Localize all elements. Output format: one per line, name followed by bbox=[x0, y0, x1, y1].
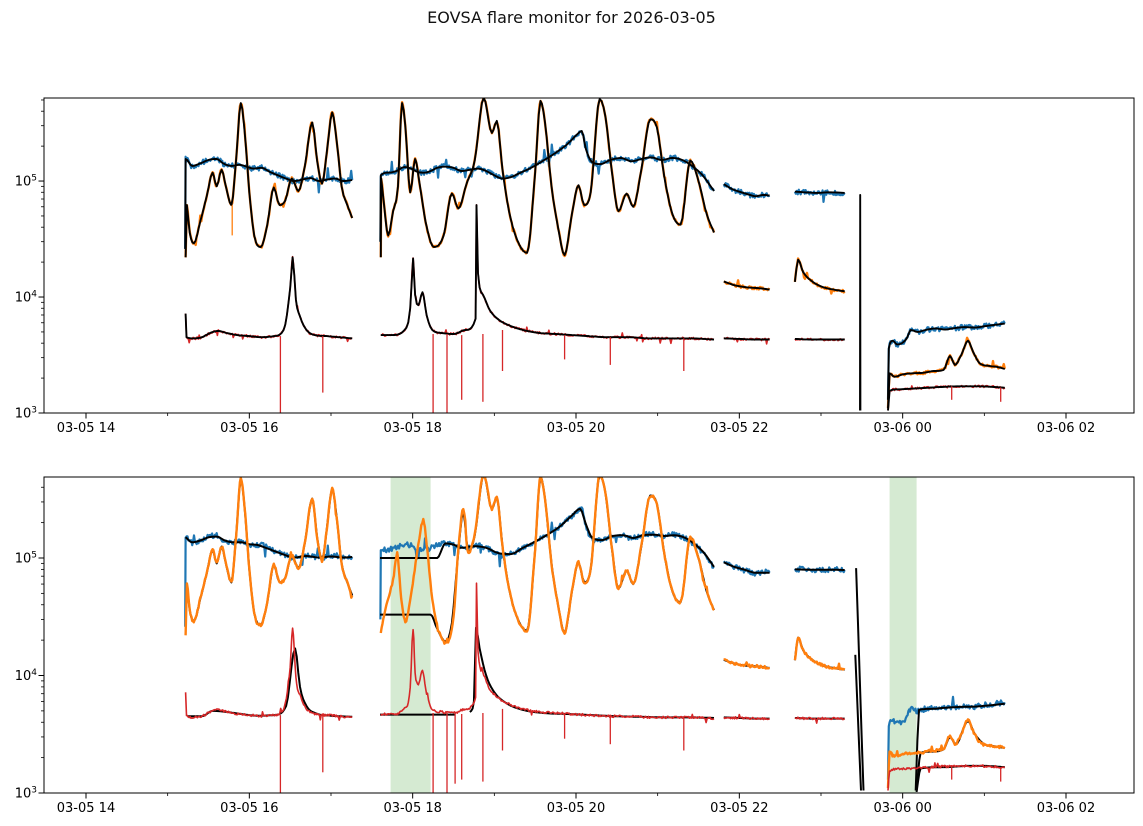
series-fit bbox=[794, 568, 845, 571]
series-fit bbox=[887, 385, 1005, 411]
series-fit bbox=[379, 130, 715, 242]
series-fit bbox=[380, 507, 715, 568]
series-fit bbox=[915, 720, 1005, 791]
flare-window-band bbox=[889, 477, 917, 793]
y-tick-label: 103 bbox=[15, 406, 37, 422]
y-tick-label: 104 bbox=[15, 290, 38, 306]
x-tick-label: 03-05 16 bbox=[220, 421, 278, 436]
series-fit bbox=[723, 183, 770, 198]
axes-frame bbox=[43, 97, 1135, 414]
series-flux-orange bbox=[793, 257, 846, 295]
series-flux-blue bbox=[793, 565, 846, 574]
series-fit bbox=[794, 190, 845, 194]
series-fit bbox=[723, 561, 770, 574]
series-fit bbox=[854, 654, 862, 791]
y-tick-label: 103 bbox=[15, 786, 37, 802]
series-fit bbox=[793, 258, 845, 293]
series-flux-blue bbox=[184, 532, 354, 627]
axes-frame bbox=[43, 476, 1135, 794]
series-fit bbox=[855, 568, 865, 791]
series-flux-orange bbox=[886, 336, 1006, 409]
x-tick-label: 03-05 18 bbox=[383, 801, 441, 816]
series-flux-red bbox=[887, 762, 1005, 791]
y-tick-label: 105 bbox=[15, 174, 37, 190]
x-tick-label: 03-05 18 bbox=[383, 421, 441, 436]
series-fit bbox=[380, 204, 715, 341]
flare-window-band bbox=[390, 477, 431, 793]
series-flux-orange bbox=[184, 477, 354, 636]
series-fit bbox=[914, 702, 1005, 791]
series-flux-red bbox=[380, 204, 715, 345]
series-fit bbox=[187, 647, 353, 718]
series-flux-orange bbox=[379, 477, 715, 645]
x-tick-label: 03-05 20 bbox=[547, 801, 605, 816]
x-tick-label: 03-05 14 bbox=[57, 801, 115, 816]
series-flux-red bbox=[723, 713, 771, 721]
series-flux-orange bbox=[723, 658, 771, 670]
x-tick-label: 03-06 00 bbox=[873, 421, 931, 436]
x-tick-label: 03-05 14 bbox=[57, 421, 115, 436]
y-tick-label: 105 bbox=[15, 550, 37, 566]
series-fit bbox=[794, 337, 845, 341]
series-fit bbox=[184, 256, 353, 340]
series-fit bbox=[723, 337, 770, 341]
x-tick-label: 03-06 02 bbox=[1037, 421, 1095, 436]
series-flux-red bbox=[184, 627, 353, 721]
x-tick-label: 03-06 02 bbox=[1037, 801, 1095, 816]
x-tick-label: 03-05 22 bbox=[710, 421, 768, 436]
series-flux-red bbox=[380, 582, 715, 724]
series-flux-red bbox=[794, 716, 846, 724]
y-tick-label: 104 bbox=[15, 668, 38, 684]
panel-top-panel: 03-05 14 03-05 16 03-05 18 03-05 20 03-05 22… bbox=[15, 97, 1135, 436]
series-fit bbox=[184, 102, 354, 258]
x-tick-label: 03-05 22 bbox=[710, 801, 768, 816]
series-fit bbox=[723, 280, 770, 291]
series-flux-orange bbox=[793, 636, 846, 671]
series-fit bbox=[887, 339, 1006, 409]
series-flux-red bbox=[184, 255, 353, 344]
figure-title: EOVSA flare monitor for 2026-03-05 bbox=[427, 8, 716, 27]
x-tick-label: 03-05 16 bbox=[220, 801, 278, 816]
series-fit bbox=[379, 98, 715, 258]
panel-bottom-panel: 03-05 14 03-05 16 03-05 18 03-05 20 03-05 22… bbox=[15, 476, 1135, 816]
series-fit bbox=[887, 322, 1005, 400]
x-tick-label: 03-06 00 bbox=[873, 801, 931, 816]
x-tick-label: 03-05 20 bbox=[547, 421, 605, 436]
series-flux-orange bbox=[886, 718, 1006, 789]
